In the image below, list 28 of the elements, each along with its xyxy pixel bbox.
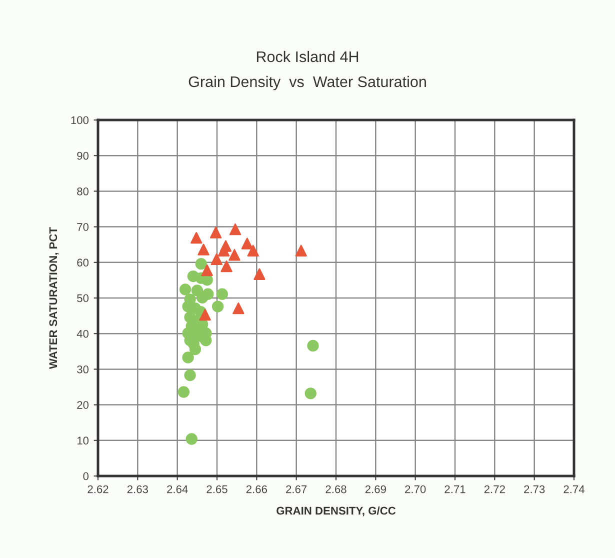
- chart-title: Rock Island 4H: [256, 50, 358, 62]
- x-tick-label: 2.65: [206, 485, 228, 494]
- y-tick-label: 0: [83, 472, 89, 480]
- x-tick-label: 2.71: [444, 485, 466, 494]
- x-tick-label: 2.72: [484, 485, 505, 494]
- chart-subtitle: Grain Density vs Water Saturation: [188, 76, 426, 90]
- x-tick-label: 2.64: [167, 485, 188, 494]
- y-tick-label: 80: [77, 187, 89, 196]
- x-tick-label: 2.62: [88, 485, 108, 494]
- y-tick-label: 40: [76, 330, 89, 338]
- y-tick-label: 100: [71, 116, 89, 124]
- y-axis-title: WATER SATURATION, PCT: [49, 227, 59, 369]
- y-tick-label: 90: [77, 152, 89, 160]
- y-tick-label: 30: [77, 365, 89, 374]
- y-tick-label: 50: [77, 294, 89, 302]
- x-tick-label: 2.67: [286, 485, 307, 494]
- x-tick-label: 2.68: [326, 485, 346, 494]
- y-tick-label: 10: [77, 436, 89, 445]
- y-tick-label: 60: [77, 258, 89, 267]
- x-tick-label: 2.69: [365, 485, 386, 494]
- x-tick-label: 2.74: [564, 485, 584, 494]
- x-tick-label: 2.66: [246, 485, 267, 494]
- x-tick-label: 2.63: [127, 485, 148, 494]
- x-tick-label: 2.73: [524, 485, 545, 494]
- x-tick-label: 2.70: [405, 485, 426, 494]
- y-tick-label: 70: [77, 223, 89, 231]
- y-tick-label: 20: [77, 401, 89, 409]
- x-axis-title: GRAIN DENSITY, G/CC: [276, 506, 396, 516]
